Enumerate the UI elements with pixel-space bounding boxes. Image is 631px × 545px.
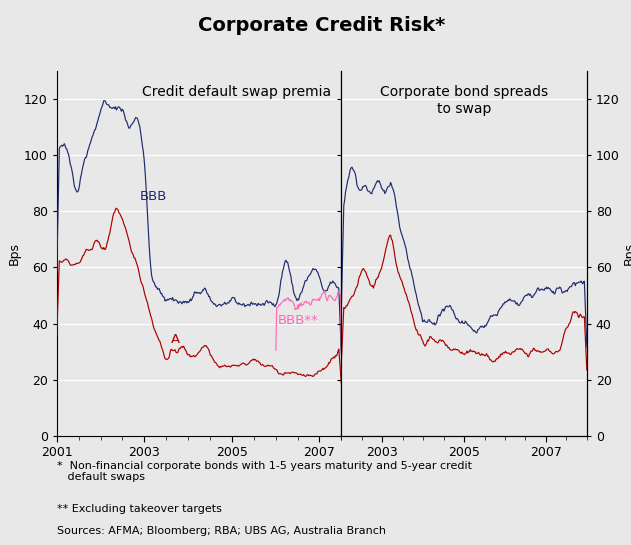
- Text: Corporate Credit Risk*: Corporate Credit Risk*: [198, 16, 445, 35]
- Text: BBB: BBB: [140, 190, 167, 203]
- Text: *  Non-financial corporate bonds with 1-5 years maturity and 5-year credit
   de: * Non-financial corporate bonds with 1-5…: [57, 461, 472, 482]
- Y-axis label: Bps: Bps: [8, 242, 21, 265]
- Text: A: A: [170, 334, 180, 346]
- Text: ** Excluding takeover targets: ** Excluding takeover targets: [57, 504, 221, 514]
- Text: Corporate bond spreads
to swap: Corporate bond spreads to swap: [380, 86, 548, 116]
- Y-axis label: Bps: Bps: [623, 242, 631, 265]
- Text: Sources: AFMA; Bloomberg; RBA; UBS AG, Australia Branch: Sources: AFMA; Bloomberg; RBA; UBS AG, A…: [57, 526, 386, 536]
- Text: BBB**: BBB**: [278, 313, 319, 326]
- Text: Credit default swap premia: Credit default swap premia: [142, 86, 331, 99]
